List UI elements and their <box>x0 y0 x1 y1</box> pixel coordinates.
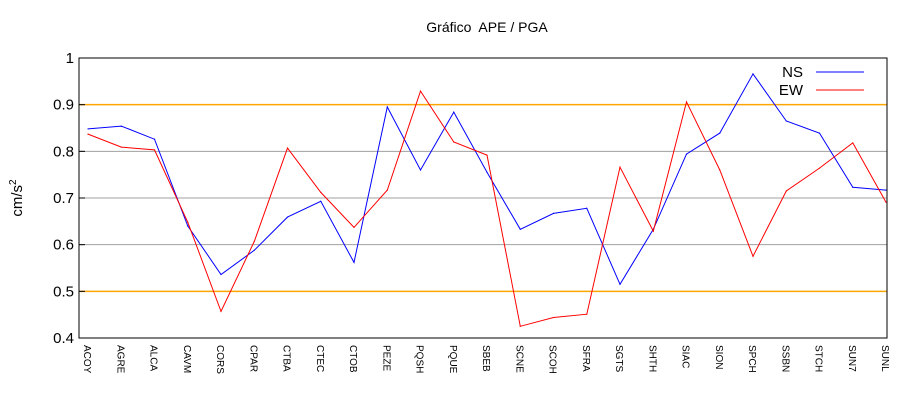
data-point-ns <box>519 228 521 230</box>
data-point-ns <box>552 212 555 214</box>
data-point-ew <box>752 255 754 257</box>
x-tick-label: SUN7 <box>846 345 857 372</box>
x-tick-label: PEZE <box>380 345 391 371</box>
x-tick-label: SCNE <box>513 345 524 373</box>
data-point-ns <box>852 186 854 188</box>
data-point-ns <box>87 128 89 130</box>
data-point-ew <box>885 201 887 203</box>
data-point-ns <box>486 171 488 173</box>
gridlines <box>79 103 887 293</box>
data-point-ew <box>818 167 821 169</box>
y-tick-label: 0.6 <box>53 237 74 254</box>
x-tick-label: SPCH <box>746 345 757 373</box>
x-tick-label: PQUE <box>447 345 458 374</box>
x-tick-label: SFRA <box>580 345 591 372</box>
data-point-ns <box>286 216 289 218</box>
data-point-ew <box>586 313 588 315</box>
data-point-ew <box>486 154 488 156</box>
data-point-ns <box>120 125 122 127</box>
y-tick-label: 1 <box>66 50 74 67</box>
data-point-ew <box>419 90 422 92</box>
data-point-ns <box>685 153 688 155</box>
data-point-ns <box>818 132 821 134</box>
data-point-ns <box>619 283 621 285</box>
data-point-ew <box>453 141 455 143</box>
data-point-ew <box>619 166 621 168</box>
data-point-ns <box>187 225 189 227</box>
data-point-ew <box>187 221 189 223</box>
data-point-ns <box>719 132 721 134</box>
data-point-ew <box>87 133 89 135</box>
x-tick-label: AGRE <box>114 345 125 374</box>
x-tick-label: CORS <box>214 345 225 374</box>
data-point-ns <box>320 200 322 202</box>
y-tick-label: 0.8 <box>53 143 74 160</box>
x-tick-label: SUNL <box>879 345 890 372</box>
data-point-ns <box>453 111 455 113</box>
data-point-ns <box>353 261 355 263</box>
y-axis-ticks: 0.4 0.5 0.6 0.7 0.8 0.9 1 <box>53 50 85 347</box>
data-point-ns <box>885 189 887 191</box>
y-tick-label: 0.5 <box>53 283 74 300</box>
legend-label-ew: EW <box>779 82 804 99</box>
data-point-ew <box>719 169 721 171</box>
data-point-ns <box>153 138 156 140</box>
data-point-ew <box>685 101 688 103</box>
y-axis-label-superscript: 2 <box>8 179 19 185</box>
data-point-ns <box>752 73 754 75</box>
data-point-ew <box>220 310 222 312</box>
y-axis-label-unit: cm/s <box>9 185 26 217</box>
data-point-ns <box>785 120 787 122</box>
x-tick-label: SSBN <box>779 345 790 372</box>
data-point-ew <box>386 189 388 191</box>
y-axis-label: cm/s2 <box>8 179 26 217</box>
data-point-ns <box>253 249 255 251</box>
x-tick-label: CPAR <box>247 345 258 372</box>
x-tick-label: CAVM <box>181 345 192 373</box>
y-tick-label: 0.9 <box>53 97 74 114</box>
x-tick-label: PQSH <box>414 345 425 373</box>
plot-frame <box>78 57 888 339</box>
chart-title: Gráfico APE / PGA <box>426 19 548 35</box>
x-tick-label: ALCA <box>148 345 159 371</box>
x-tick-label: STCH <box>813 345 824 372</box>
x-tick-label: SIAC <box>680 345 691 368</box>
data-point-ew <box>320 191 322 193</box>
x-tick-label: SBEB <box>480 345 491 372</box>
x-axis-ticks: ACOY AGRE ALCA CAVM CORS CPAR CTBA CTEC CTOB PEZE… <box>81 345 890 374</box>
data-point-ns <box>220 273 222 276</box>
legend-label-ns: NS <box>782 64 803 81</box>
data-point-ew <box>852 142 854 144</box>
data-point-ns <box>586 207 588 209</box>
x-tick-label: SHTH <box>646 345 657 372</box>
x-tick-label: CTOB <box>347 345 358 373</box>
x-tick-label: SION <box>713 345 724 369</box>
series-line-ns <box>87 72 887 286</box>
x-tick-label: ACOY <box>81 345 92 374</box>
data-point-ew <box>519 325 521 327</box>
y-tick-label: 0.4 <box>53 330 74 347</box>
data-point-ew <box>652 230 654 232</box>
data-point-ew <box>286 147 289 149</box>
data-point-ew <box>253 240 255 242</box>
x-tick-label: SCOH <box>547 345 558 374</box>
data-point-ew <box>120 146 122 148</box>
x-tick-label: CTEC <box>314 345 325 372</box>
x-tick-label: SGTS <box>613 345 624 373</box>
data-point-ns <box>386 106 388 108</box>
data-point-ns <box>419 169 422 171</box>
data-point-ew <box>552 316 555 319</box>
data-point-ew <box>353 226 355 228</box>
data-point-ew <box>153 149 156 151</box>
series-lines <box>87 72 887 327</box>
y-tick-label: 0.7 <box>53 190 74 207</box>
data-point-ew <box>785 190 787 192</box>
x-tick-label: CTBA <box>281 345 292 372</box>
